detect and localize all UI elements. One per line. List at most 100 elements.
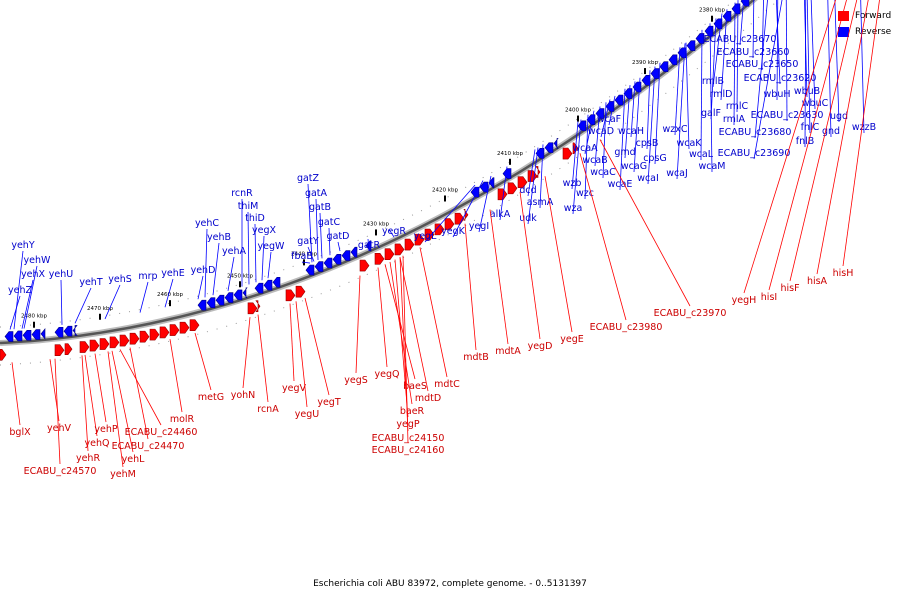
forward-gene-leader — [11, 362, 21, 426]
reverse-gene-arrow — [704, 25, 714, 37]
reverse-gene-leader — [74, 287, 92, 324]
forward-gene-label: yegD — [528, 341, 553, 352]
forward-gene-label: mdtD — [415, 393, 441, 404]
forward-gene-arrow — [444, 218, 455, 230]
scale-tick-mark — [711, 15, 713, 22]
reverse-gene-label: wcaE — [608, 179, 633, 190]
reverse-gene-arrow — [595, 108, 605, 119]
forward-gene-label: yegP — [396, 419, 419, 430]
forward-gene-leader — [399, 257, 429, 392]
scale-tick-mark — [375, 229, 377, 236]
forward-gene-leader — [402, 255, 409, 444]
reverse-gene-leader — [247, 211, 250, 285]
reverse-gene-label: ugd — [830, 111, 848, 122]
forward-gene-arrow — [64, 343, 73, 355]
reverse-gene-leader — [204, 228, 208, 298]
reverse-gene-leader — [630, 81, 636, 138]
reverse-gene-leader — [21, 279, 34, 329]
reverse-gene-arrow — [577, 120, 587, 132]
forward-gene-arrow — [404, 238, 415, 251]
reverse-gene-leader — [806, 0, 811, 134]
reverse-gene-leader — [328, 227, 331, 256]
reverse-gene-leader — [646, 70, 651, 150]
reverse-gene-arrow — [341, 250, 351, 261]
reverse-gene-leader — [752, 0, 755, 59]
forward-gene-leader — [789, 0, 858, 282]
reverse-gene-label: fnlC — [801, 122, 820, 133]
reverse-gene-leader — [860, 0, 865, 134]
reverse-gene-leader — [197, 275, 204, 300]
scale-tick-mark — [444, 195, 446, 202]
forward-gene-leader — [544, 176, 573, 333]
reverse-gene-label: yehU — [49, 269, 73, 280]
forward-gene-leader — [464, 223, 477, 351]
legend-forward: Forward — [838, 8, 891, 24]
backbone-line — [0, 0, 756, 345]
reverse-gene-leader — [424, 184, 476, 243]
reverse-gene-leader — [602, 102, 607, 179]
reverse-gene-leader — [571, 121, 579, 190]
reverse-gene-leader — [619, 88, 626, 191]
reverse-gene-label: wcaH — [618, 126, 644, 137]
forward-gene-leader — [295, 301, 308, 408]
reverse-gene-label: yehE — [161, 268, 185, 279]
reverse-gene-label: gmd — [614, 147, 635, 158]
scale-tick-label: 2480 kbp — [21, 314, 47, 320]
reverse-gene-label: yehW — [24, 255, 51, 266]
reverse-gene-arrow — [4, 331, 14, 342]
reverse-gene-label: gatZ — [297, 173, 320, 184]
reverse-gene-arrow — [206, 297, 216, 309]
reverse-gene-label: rmlA — [723, 114, 746, 125]
forward-gene-leader — [54, 358, 61, 465]
scale-tick-label: 2430 kbp — [363, 221, 389, 227]
reverse-gene-leader — [710, 18, 717, 120]
forward-gene-arrow — [119, 334, 130, 347]
forward-gene-arrow — [497, 188, 508, 201]
forward-gene-leader — [81, 355, 89, 452]
forward-gene-label: hisI — [761, 292, 777, 303]
reverse-gene-leader — [60, 279, 63, 325]
reverse-gene-arrow — [40, 328, 46, 340]
reverse-gene-label: yehX — [21, 269, 45, 280]
reverse-gene-leader — [13, 250, 24, 330]
reverse-gene-label: yehY — [11, 240, 34, 251]
reverse-gene-leader — [804, 0, 807, 148]
forward-gene-leader — [579, 153, 627, 321]
reverse-gene-label: ECABU_c23690 — [718, 148, 791, 159]
forward-gene-leader — [111, 350, 134, 453]
forward-gene-arrow — [454, 212, 465, 225]
reverse-gene-label: rmlC — [726, 101, 749, 112]
forward-gene-label: ECABU_c23980 — [590, 322, 663, 333]
forward-gene-arrow — [384, 248, 395, 260]
forward-gene-label: hisA — [807, 276, 828, 287]
reverse-gene-leader — [307, 183, 313, 263]
reverse-gene-leader — [753, 0, 783, 160]
reverse-gene-label: yegW — [258, 241, 285, 252]
forward-gene-leader — [94, 353, 107, 423]
reverse-gene-arrow — [470, 186, 480, 198]
reverse-gene-label: cpsB — [636, 138, 659, 149]
reverse-gene-label: yehB — [207, 232, 231, 243]
reverse-gene-label: ECABU_c23680 — [719, 127, 792, 138]
reverse-gene-label: yehA — [222, 246, 246, 257]
reverse-gene-label: wcaL — [689, 149, 714, 160]
reverse-gene-leader — [527, 149, 536, 197]
forward-gene-arrow — [414, 233, 425, 246]
reverse-gene-label: ECABU_c23660 — [717, 47, 790, 58]
reverse-gene-leader — [527, 147, 539, 225]
reverse-gene-arrow — [54, 326, 64, 338]
scale-tick-mark — [644, 68, 646, 75]
legend-reverse-label: Reverse — [855, 27, 892, 37]
reverse-gene-arrow — [686, 40, 696, 51]
reverse-gene-arrow — [614, 94, 624, 106]
forward-gene-arrow — [255, 300, 261, 313]
reverse-gene-leader — [827, 0, 832, 138]
reverse-gene-label: cpsG — [643, 153, 667, 164]
reverse-gene-arrow — [722, 11, 732, 22]
reverse-gene-leader — [674, 47, 681, 136]
forward-swatch — [838, 11, 849, 21]
reverse-gene-leader — [261, 235, 265, 281]
reverse-gene-arrow — [740, 0, 750, 7]
forward-gene-label: yegQ — [375, 369, 400, 380]
forward-gene-arrow — [139, 330, 150, 343]
